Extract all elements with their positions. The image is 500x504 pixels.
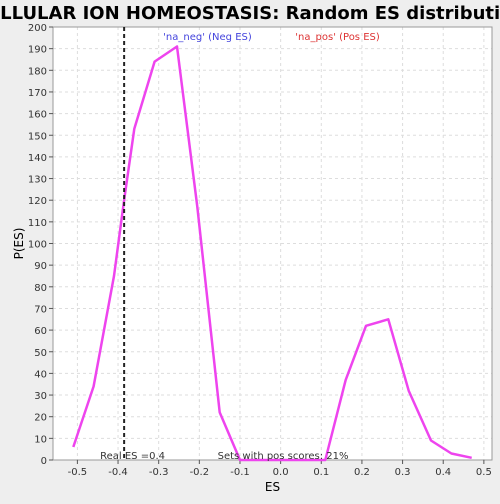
y-tick-label: 50 xyxy=(34,348,47,359)
x-tick-label: -0.2 xyxy=(190,467,210,478)
x-tick-label: 0.3 xyxy=(395,467,411,478)
y-tick-label: 30 xyxy=(34,391,47,402)
y-tick-label: 120 xyxy=(28,196,47,207)
chart-title: CELLULAR ION HOMEOSTASIS: Random ES dist… xyxy=(0,3,500,24)
pos-es-label: 'na_pos' (Pos ES) xyxy=(295,32,380,43)
y-tick-label: 190 xyxy=(28,45,47,56)
y-tick-label: 150 xyxy=(28,131,47,142)
y-tick-label: 200 xyxy=(28,23,47,34)
y-tick-label: 40 xyxy=(34,369,47,380)
y-tick-label: 140 xyxy=(28,153,47,164)
x-tick-label: -0.3 xyxy=(149,467,169,478)
x-tick-label: -0.4 xyxy=(108,467,128,478)
y-tick-label: 80 xyxy=(34,283,47,294)
x-tick-label: -0.1 xyxy=(230,467,250,478)
series-group xyxy=(72,45,472,462)
y-tick-label: 110 xyxy=(28,218,47,229)
es-distribution-line xyxy=(72,45,472,462)
y-tick-label: 100 xyxy=(28,240,47,251)
y-tick-label: 180 xyxy=(28,66,47,77)
x-tick-label: -0.5 xyxy=(68,467,88,478)
y-tick-label: 70 xyxy=(34,304,47,315)
y-tick-label: 170 xyxy=(28,88,47,99)
x-axis-label: ES xyxy=(265,480,280,494)
y-tick-label: 130 xyxy=(28,175,47,186)
y-tick-label: 0 xyxy=(41,456,47,467)
y-tick-label: 60 xyxy=(34,326,47,337)
y-axis-label: P(ES) xyxy=(12,228,26,260)
y-tick-label: 10 xyxy=(34,434,47,445)
y-tick-label: 160 xyxy=(28,110,47,121)
y-tick-label: 90 xyxy=(34,261,47,272)
y-tick-label: 20 xyxy=(34,413,47,424)
ticks: 0 10 20 30 40 50 60 70 80 90 100 110 120 130 140 150 160… xyxy=(28,23,492,478)
x-tick-label: 0.2 xyxy=(354,467,370,478)
pos-scores-label: Sets with pos scores: 21% xyxy=(218,451,349,462)
x-tick-label: 0.5 xyxy=(476,467,492,478)
real-es-label: Real ES =0.4 xyxy=(100,451,165,462)
x-tick-label: 0.4 xyxy=(435,467,451,478)
neg-es-label: 'na_neg' (Neg ES) xyxy=(163,32,252,43)
x-tick-label: 0.0 xyxy=(273,467,289,478)
x-tick-label: 0.1 xyxy=(313,467,329,478)
